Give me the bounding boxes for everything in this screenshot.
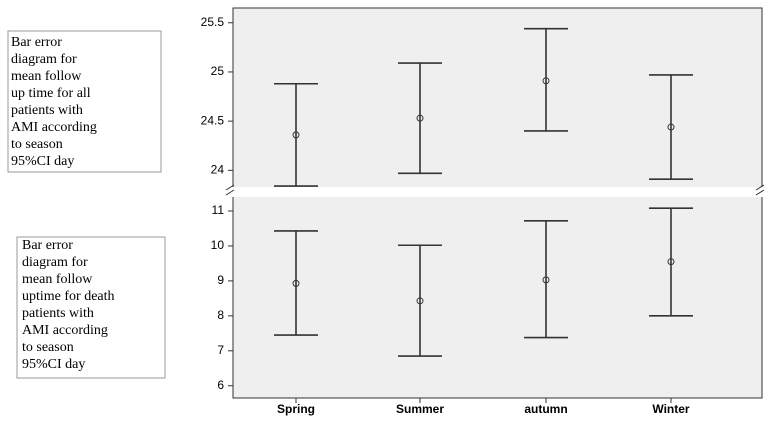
annotation-line: Bar error [11, 35, 62, 50]
y-tick-label: 25.5 [201, 15, 225, 29]
mean-point [667, 258, 675, 266]
x-tick-label: autumn [524, 402, 567, 416]
y-tick-label: 10 [211, 238, 225, 252]
annotation-line: to season [11, 137, 63, 152]
plot-area [232, 7, 763, 399]
annotation-line: diagram for [11, 52, 77, 67]
annotation-line: 95%CI day [22, 357, 85, 372]
annotation-line: AMI according [22, 323, 108, 338]
mean-point [542, 276, 550, 284]
mean-point [292, 279, 300, 287]
annotation-box [16, 236, 166, 379]
y-tick-label: 25 [211, 64, 225, 78]
y-tick-label: 8 [217, 308, 224, 322]
annotation-line: to season [22, 340, 74, 355]
annotation-line: mean follow [22, 272, 93, 287]
y-tick-label: 9 [217, 273, 224, 287]
x-tick-label: Winter [652, 402, 690, 416]
mean-point [416, 297, 424, 305]
y-tick-label: 24.5 [201, 113, 225, 127]
annotation-line: up time for all [11, 86, 91, 101]
axis-break [226, 187, 768, 197]
annotation-line: mean follow [11, 69, 82, 84]
y-tick-label: 11 [212, 203, 225, 217]
annotation-line: diagram for [22, 255, 88, 270]
mean-point [667, 123, 675, 131]
annotation-line: 95%CI day [11, 154, 74, 169]
y-tick-label: 7 [217, 343, 224, 357]
annotation-line: Bar error [22, 238, 73, 253]
annotation-line: patients with [22, 306, 94, 321]
y-tick-label: 6 [217, 378, 224, 392]
y-tick-label: 24 [211, 162, 225, 176]
x-tick-label: Summer [396, 402, 444, 416]
annotation-line: uptime for death [22, 289, 115, 304]
annotation-line: patients with [11, 103, 83, 118]
x-tick-label: Spring [277, 402, 315, 416]
mean-point [542, 77, 550, 85]
mean-point [292, 131, 300, 139]
mean-point [416, 114, 424, 122]
annotation-line: AMI according [11, 120, 97, 135]
annotation-box [7, 30, 162, 173]
break-mark [225, 184, 765, 196]
